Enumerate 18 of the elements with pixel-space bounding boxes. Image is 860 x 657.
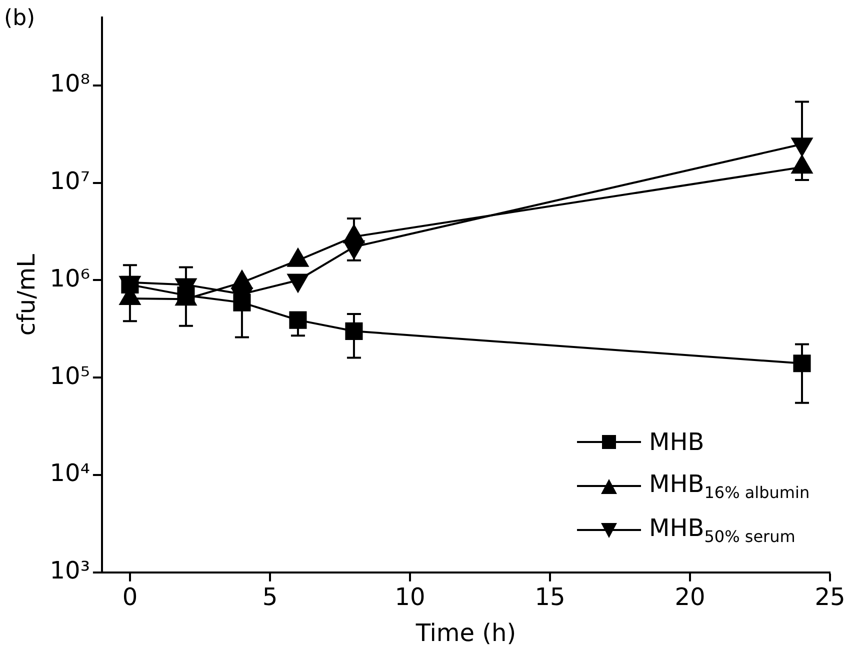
text: (b) (4, 6, 36, 31)
x-axis-title: Time (h) (414, 618, 516, 647)
legend-label: MHB (649, 428, 704, 456)
y-axis-title: cfu/mL (12, 253, 41, 336)
y-tick-label: 10⁸ (50, 70, 90, 98)
legend-label: MHB$_{50% serum}$ (649, 514, 796, 546)
x-tick-label: 25 (814, 583, 846, 612)
legend-label: MHB$_{16% albumin}$ (649, 470, 810, 502)
x-tick-label: 10 (394, 583, 426, 612)
x-tick-label: 0 (122, 583, 138, 612)
y-tick-label: 10³ (50, 556, 90, 585)
y-tick-label: 10⁵ (50, 362, 90, 390)
y-tick-label: 10⁷ (50, 167, 90, 196)
x-tick-label: 5 (262, 583, 278, 612)
x-tick-label: 20 (674, 583, 706, 612)
y-tick-label: 10⁴ (50, 459, 90, 488)
y-tick-label: 10⁶ (50, 264, 90, 292)
x-tick-label: 15 (534, 583, 566, 612)
